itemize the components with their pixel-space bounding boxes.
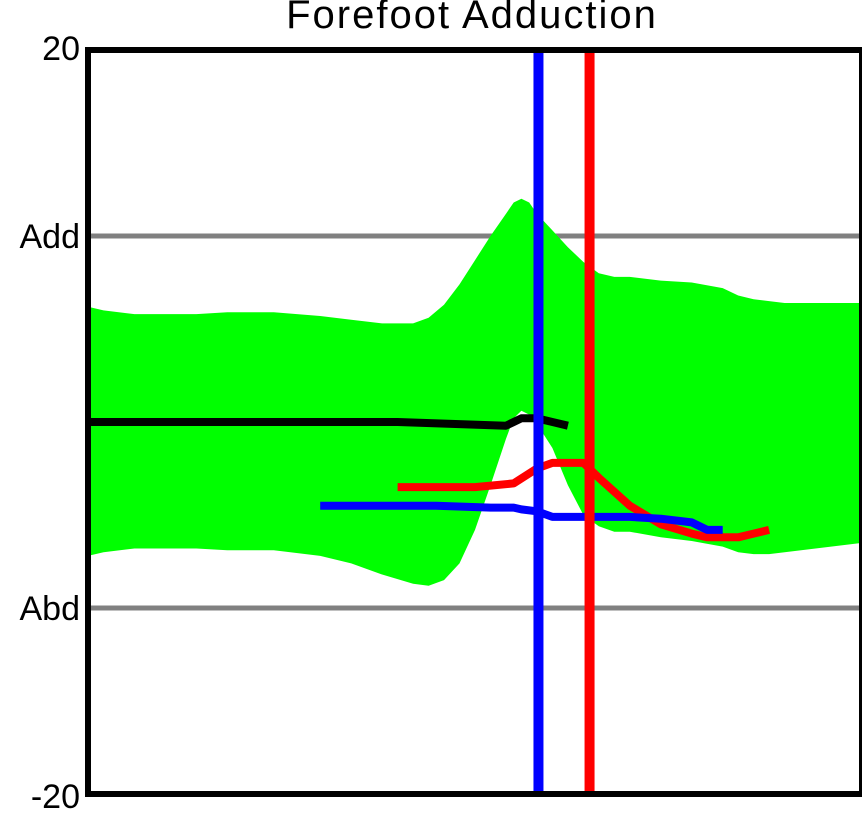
- y-tick-label-2: Abd: [20, 590, 81, 628]
- plot-area: [85, 47, 862, 797]
- normal-band: [88, 198, 862, 586]
- y-tick-label-3: -20: [31, 778, 80, 816]
- y-axis-ticks: 20 Add Abd -20: [20, 30, 81, 816]
- chart-title: Forefoot Adduction: [286, 0, 658, 37]
- y-tick-label-0: 20: [42, 30, 80, 68]
- series-line-0: [88, 414, 569, 430]
- plot-frame: [85, 47, 862, 797]
- series-line-1: [397, 458, 771, 542]
- y-tick-label-1: Add: [20, 218, 81, 256]
- plot-content: [88, 198, 862, 611]
- series-line-2: [320, 501, 723, 534]
